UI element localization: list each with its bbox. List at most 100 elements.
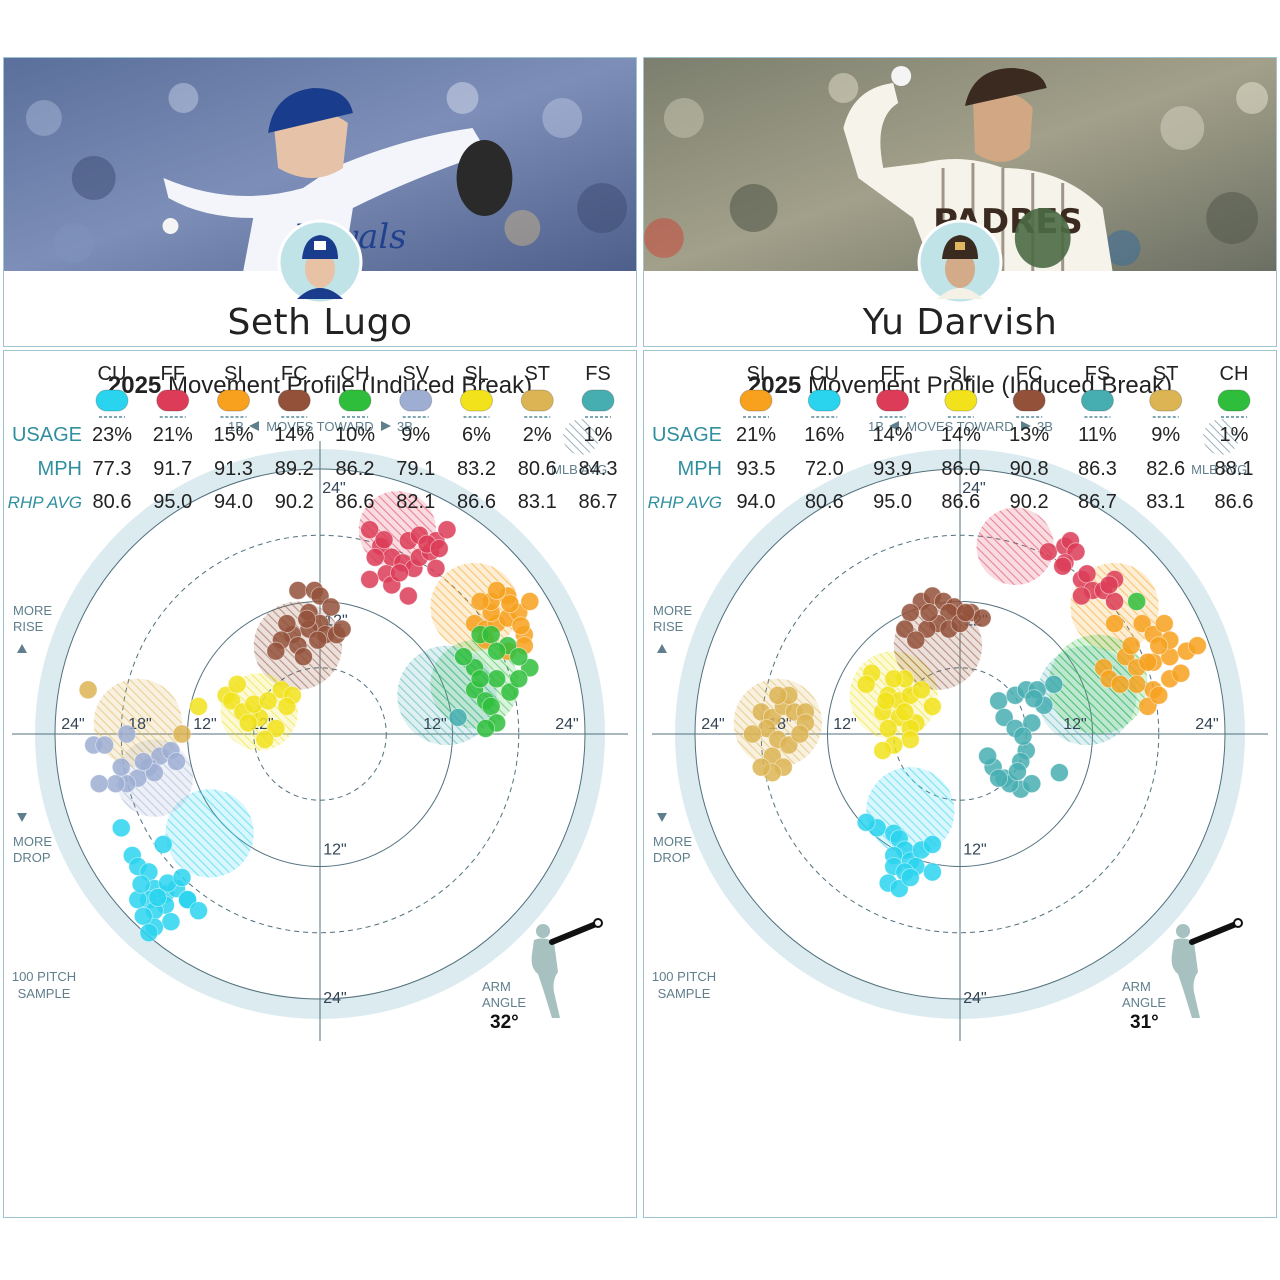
pitch-swatch-fc: [1012, 389, 1046, 412]
row-label-usage: USAGE: [652, 424, 722, 446]
mlb-avg-cloud-ff: [976, 507, 1054, 585]
pitch-point-sl: [876, 691, 896, 711]
pitch-point-sl: [873, 741, 893, 760]
mph-fc: 90.8: [1010, 458, 1049, 480]
photo-darvish-art: PADRES: [644, 58, 1276, 271]
pitch-point-fs: [1013, 726, 1033, 746]
mph-fc: 89.2: [275, 458, 314, 480]
pitch-swatch-fs: [1080, 389, 1114, 412]
pitch-point-cu: [128, 890, 148, 910]
ring-label-bottom-12: 12": [963, 842, 986, 859]
mph-sv: 79.1: [396, 458, 435, 480]
mlb-avg-swatch: [1203, 419, 1239, 455]
pitch-point-fc: [297, 609, 317, 629]
row-label-rhp: RHP AVG: [648, 493, 722, 512]
pitch-point-ch: [1127, 592, 1147, 611]
pitch-point-ff: [1099, 575, 1119, 595]
arm-angle-value: 32°: [490, 1012, 519, 1033]
pitch-point-si: [1149, 685, 1169, 705]
pitch-point-ff: [374, 530, 394, 550]
pitch-swatch-ff: [876, 389, 910, 412]
pitch-stats-table-lugo: USAGE MPH RHP AVG CU 23% 77.3 80.6 FF 21% 91.7 95.…: [8, 363, 618, 513]
rhp-avg-cu: 80.6: [93, 491, 132, 513]
mph-si: 91.3: [214, 458, 253, 480]
pitch-point-fc: [956, 603, 975, 622]
photo-lugo-art: Royals: [4, 58, 636, 271]
rhp-avg-ff: 95.0: [153, 491, 192, 513]
mlb-avg-cloud-cu: [165, 789, 254, 878]
mph-ff: 93.9: [873, 458, 912, 480]
pitch-point-ch: [476, 719, 496, 738]
ring-label-left-12: 12": [833, 716, 856, 733]
ring-label-right-24: 24": [1195, 716, 1218, 733]
more-drop-label-2: DROP: [13, 850, 51, 865]
pitch-point-fs: [1022, 713, 1042, 733]
pitch-point-fs: [1022, 774, 1042, 794]
pitch-point-sl: [900, 730, 920, 749]
mlb-avg-label: MLB AVG.: [1191, 462, 1251, 477]
pitch-code-si: SI: [224, 363, 243, 385]
pitch-point-si: [1121, 636, 1141, 656]
pitch-point-sl: [189, 696, 208, 716]
movement-chart-darvish: 2025 Movement Profile (Induced Break)1B M…: [652, 372, 1268, 1041]
rhp-avg-ch: 86.6: [336, 491, 375, 513]
mph-cu: 72.0: [805, 458, 844, 480]
mph-fs: 86.3: [1078, 458, 1117, 480]
usage-si: 15%: [213, 424, 253, 446]
pitch-swatch-ff: [156, 389, 190, 412]
pitch-swatch-cu: [95, 389, 129, 412]
arrow-left-icon: [889, 421, 899, 431]
usage-fs: 1%: [584, 424, 613, 446]
mph-fs: 84.3: [579, 458, 618, 480]
pitch-point-fs: [1008, 762, 1027, 781]
direction-1b: 1B: [228, 419, 244, 434]
pitch-point-sl: [856, 674, 876, 694]
pitch-point-si: [1149, 636, 1169, 656]
row-label-mph: MPH: [678, 458, 722, 480]
mph-cu: 77.3: [93, 458, 132, 480]
pitch-point-cu: [139, 923, 159, 943]
chart-panel-lugo: 2025 Movement Profile (Induced Break) 1B M…: [3, 350, 637, 1218]
pitch-swatch-sl: [460, 389, 493, 412]
pitch-point-sv: [133, 752, 153, 772]
pitch-point-ff: [437, 520, 457, 540]
pitch-point-ch: [500, 682, 520, 702]
player-photo: PADRES: [644, 58, 1276, 271]
pitch-point-si: [1187, 636, 1207, 656]
pitch-point-cu: [922, 862, 942, 882]
arm-angle-label-1: ARM: [1122, 979, 1151, 994]
rhp-avg-fc: 90.2: [275, 491, 314, 513]
pitch-point-st: [751, 757, 771, 777]
rhp-avg-si: 94.0: [214, 491, 253, 513]
mlb-avg-cloud-st: [93, 678, 182, 768]
usage-si: 21%: [736, 424, 776, 446]
pitch-point-si: [487, 581, 507, 600]
arm-angle-label-2: ANGLE: [1122, 995, 1166, 1010]
pitch-code-fs: FS: [585, 363, 611, 385]
pitch-point-st: [790, 724, 810, 744]
usage-ch: 10%: [335, 424, 375, 446]
chart-panel-darvish: 2025 Movement Profile (Induced Break) 1B M…: [643, 350, 1277, 1218]
pitch-point-ff: [360, 520, 380, 540]
more-drop-label-1: MORE: [653, 834, 692, 849]
pitch-point-st: [768, 685, 788, 705]
ring-label-right-24: 24": [555, 716, 578, 733]
arrow-left-icon: [249, 421, 259, 431]
mph-st: 80.6: [518, 458, 557, 480]
mlb-avg-swatch: [563, 419, 599, 455]
pitch-point-si: [511, 616, 531, 636]
rhp-avg-sl: 86.6: [457, 491, 496, 513]
direction-3b: 3B: [397, 419, 413, 434]
avatar: [917, 219, 1003, 305]
arrow-up-icon: [657, 644, 667, 653]
pitch-code-sl: SL: [464, 363, 488, 385]
pitch-swatch-ch: [338, 389, 372, 412]
pitch-point-sv: [117, 724, 137, 744]
pitch-stats-table-darvish: USAGE MPH RHP AVG SI 21% 93.5 94.0 CU 16% 72.0 80.…: [648, 363, 1254, 513]
more-drop-label-2: DROP: [653, 850, 691, 865]
more-rise-label-1: MORE: [13, 603, 52, 618]
arm-angle-value: 31°: [1130, 1012, 1159, 1033]
pitch-point-ff: [1038, 542, 1058, 562]
arrow-down-icon: [17, 813, 27, 822]
usage-cu: 16%: [804, 424, 844, 446]
